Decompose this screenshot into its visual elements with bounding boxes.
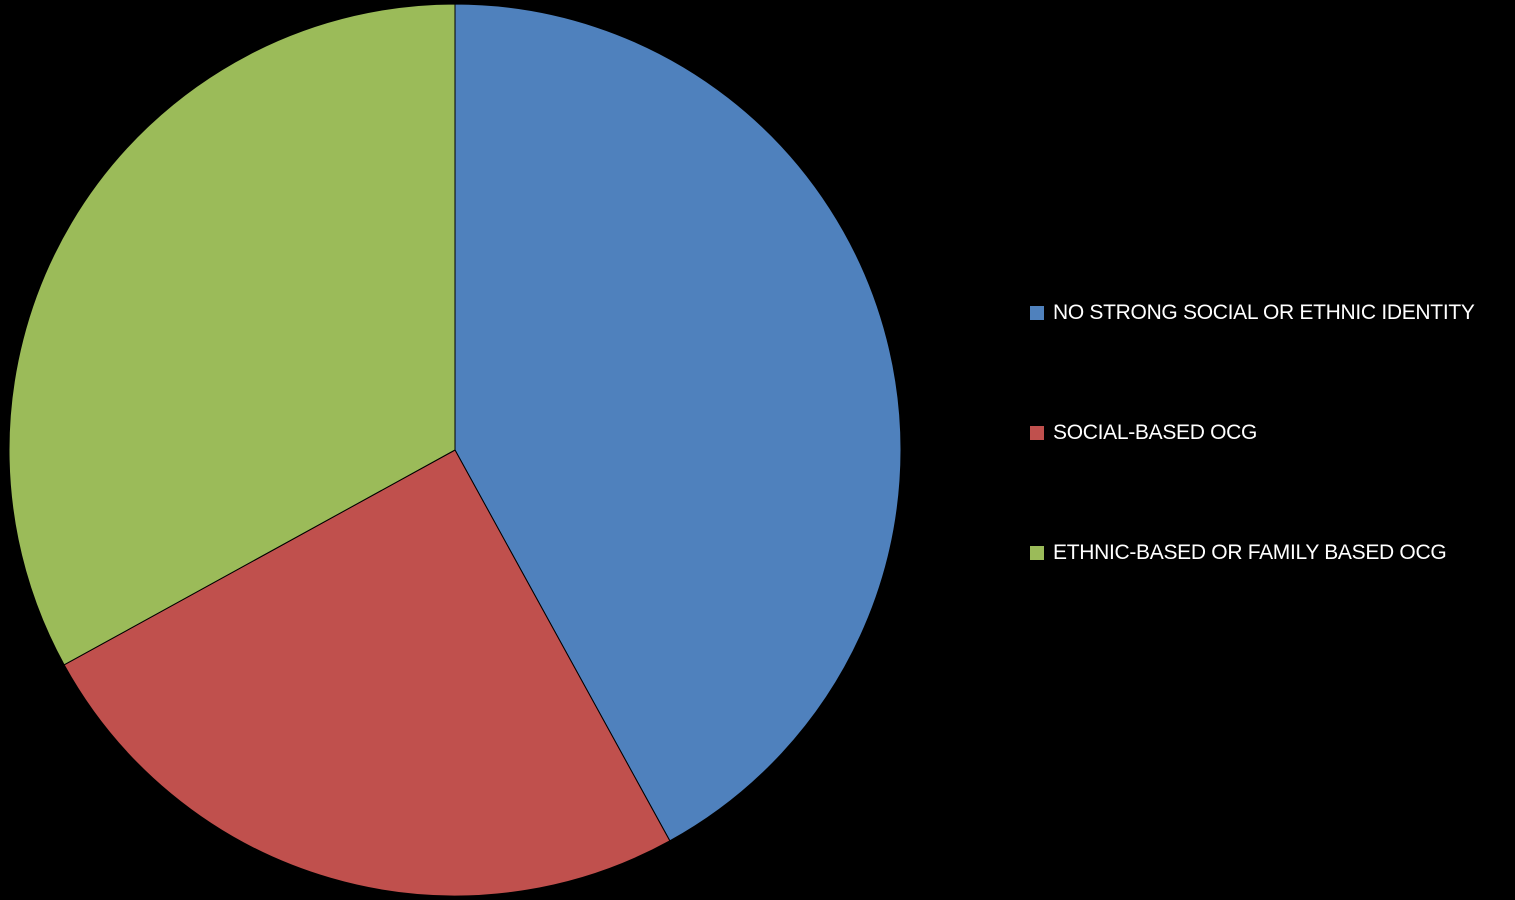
legend-item-ethnic-family-based: ETHNIC-BASED OR FAMILY BASED OCG — [1030, 538, 1510, 568]
legend-label-no-strong-identity: NO STRONG SOCIAL OR ETHNIC IDENTITY — [1053, 301, 1475, 324]
legend-swatch-social-based — [1030, 426, 1044, 440]
pie-slice-ethnic-family-based — [8, 3, 456, 666]
legend-swatch-ethnic-family-based — [1030, 546, 1044, 560]
pie-slice-social-based — [63, 449, 671, 897]
legend-item-no-strong-identity: NO STRONG SOCIAL OR ETHNIC IDENTITY — [1030, 298, 1510, 328]
legend-item-social-based: SOCIAL-BASED OCG — [1030, 418, 1510, 448]
legend-label-social-based: SOCIAL-BASED OCG — [1053, 421, 1258, 444]
legend-label-ethnic-family-based: ETHNIC-BASED OR FAMILY BASED OCG — [1053, 541, 1447, 564]
legend-swatch-no-strong-identity — [1030, 306, 1044, 320]
pie-slice-no-strong-identity — [454, 3, 902, 842]
chart-legend: NO STRONG SOCIAL OR ETHNIC IDENTITY SOCI… — [1030, 298, 1510, 658]
